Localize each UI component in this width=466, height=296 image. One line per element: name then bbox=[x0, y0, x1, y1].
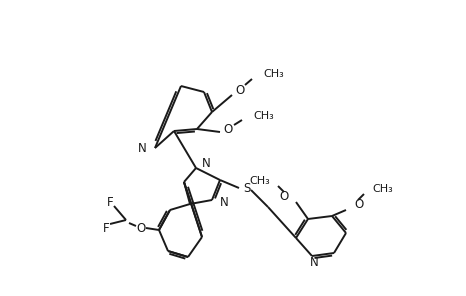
Text: O: O bbox=[354, 199, 363, 212]
Text: CH₃: CH₃ bbox=[372, 184, 393, 194]
Text: CH₃: CH₃ bbox=[263, 69, 284, 79]
Text: CH₃: CH₃ bbox=[249, 176, 270, 186]
Text: O: O bbox=[235, 83, 245, 96]
Text: O: O bbox=[280, 191, 289, 204]
Text: O: O bbox=[223, 123, 233, 136]
Text: CH₃: CH₃ bbox=[253, 111, 274, 121]
Text: N: N bbox=[309, 257, 318, 269]
Text: N: N bbox=[138, 141, 147, 155]
Text: N: N bbox=[202, 157, 211, 170]
Text: S: S bbox=[243, 181, 251, 194]
Text: F: F bbox=[103, 221, 110, 234]
Text: O: O bbox=[137, 221, 146, 234]
Text: N: N bbox=[220, 197, 229, 210]
Text: F: F bbox=[107, 195, 113, 208]
